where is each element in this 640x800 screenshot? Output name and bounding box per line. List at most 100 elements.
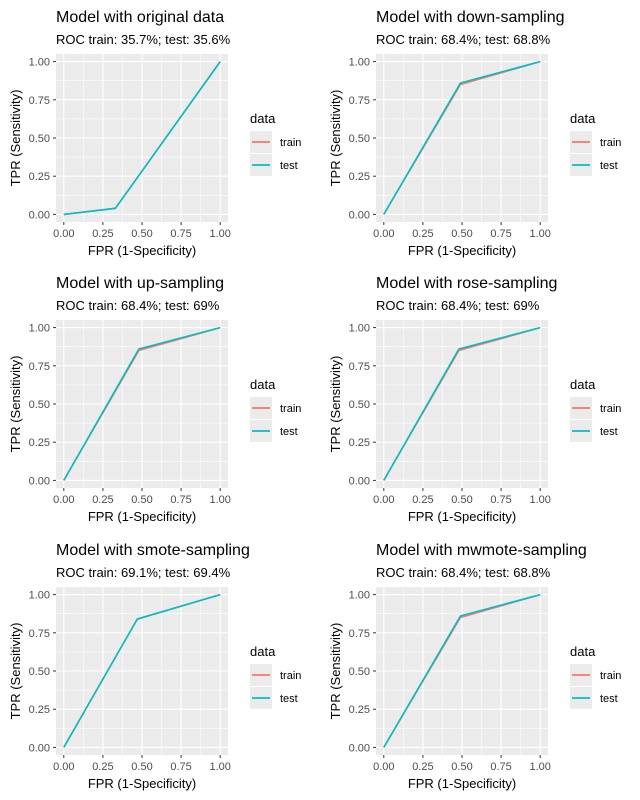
x-tick-label: 0.25: [92, 761, 113, 773]
legend-label-test: test: [600, 693, 618, 705]
y-tick-label: 0.50: [29, 666, 50, 678]
x-tick-label: 0.50: [451, 228, 472, 240]
y-tick-label: 1.00: [349, 57, 370, 69]
y-tick-label: 0.25: [29, 704, 50, 716]
y-tick-label: 0.25: [349, 437, 370, 449]
legend-title: data: [570, 111, 596, 126]
chart-panel-5: Model with smote-sampling ROC train: 69.1…: [8, 542, 301, 791]
x-tick-label: 0.75: [490, 761, 511, 773]
y-tick-label: 0.00: [29, 209, 50, 221]
x-tick-label: 0.50: [131, 494, 152, 506]
y-axis-title: TPR (Sensitivity): [328, 623, 343, 720]
chart-title: Model with down-sampling: [376, 9, 565, 26]
x-tick-label: 0.25: [412, 761, 433, 773]
legend-title: data: [570, 644, 596, 659]
chart-subtitle: ROC train: 69.1%; test: 69.4%: [56, 565, 231, 580]
chart-title: Model with mwmote-sampling: [376, 542, 587, 559]
y-tick-label: 0.50: [349, 133, 370, 145]
chart-title: Model with rose-sampling: [376, 275, 557, 292]
legend-title: data: [250, 644, 276, 659]
y-tick-label: 0.50: [29, 133, 50, 145]
y-axis-title: TPR (Sensitivity): [328, 90, 343, 187]
x-tick-label: 0.75: [170, 761, 191, 773]
y-axis-title: TPR (Sensitivity): [328, 356, 343, 453]
x-tick-label: 0.50: [451, 494, 472, 506]
chart-panel-2: Model with down-sampling ROC train: 68.4%…: [328, 9, 621, 258]
x-tick-label: 1.00: [209, 494, 230, 506]
legend-label-train: train: [600, 137, 621, 149]
y-tick-label: 0.75: [349, 628, 370, 640]
legend-title: data: [570, 377, 596, 392]
chart-subtitle: ROC train: 68.4%; test: 68.8%: [376, 32, 551, 47]
y-tick-label: 0.25: [349, 171, 370, 183]
legend-label-test: test: [600, 160, 618, 172]
series-line-test: [383, 60, 541, 215]
x-tick-label: 0.00: [53, 761, 74, 773]
series-line-test: [63, 61, 221, 216]
chart-panel-4: Model with rose-sampling ROC train: 68.4%…: [328, 275, 621, 524]
series-line-test: [63, 593, 221, 748]
x-tick-label: 0.25: [92, 228, 113, 240]
chart-panel-1: Model with original data ROC train: 35.7%…: [8, 9, 301, 258]
x-tick-label: 0.00: [53, 494, 74, 506]
y-tick-label: 0.25: [349, 704, 370, 716]
series-line-test: [383, 326, 541, 481]
chart-panel-3: Model with up-sampling ROC train: 68.4%; …: [8, 275, 301, 524]
y-axis-title: TPR (Sensitivity): [8, 90, 23, 187]
y-tick-label: 0.00: [29, 475, 50, 487]
y-tick-label: 0.75: [29, 628, 50, 640]
legend-title: data: [250, 377, 276, 392]
x-tick-label: 0.25: [412, 228, 433, 240]
x-axis-title: FPR (1-Specificity): [408, 776, 516, 791]
legend-label-train: train: [280, 670, 301, 682]
y-tick-label: 0.25: [29, 171, 50, 183]
x-tick-label: 0.75: [490, 494, 511, 506]
chart-subtitle: ROC train: 68.4%; test: 69%: [376, 298, 540, 313]
legend-label-train: train: [280, 403, 301, 415]
x-tick-label: 0.50: [451, 761, 472, 773]
y-tick-label: 0.75: [349, 361, 370, 373]
y-tick-label: 0.00: [29, 742, 50, 754]
y-tick-label: 0.50: [29, 399, 50, 411]
x-tick-label: 0.00: [53, 228, 74, 240]
legend-label-train: train: [280, 137, 301, 149]
y-tick-label: 0.75: [29, 95, 50, 107]
chart-title: Model with original data: [56, 9, 224, 26]
y-tick-label: 0.25: [29, 437, 50, 449]
chart-subtitle: ROC train: 35.7%; test: 35.6%: [56, 32, 231, 47]
legend-title: data: [250, 111, 276, 126]
x-tick-label: 0.75: [490, 228, 511, 240]
y-tick-label: 0.75: [29, 361, 50, 373]
chart-title: Model with up-sampling: [56, 275, 224, 292]
y-tick-label: 0.00: [349, 742, 370, 754]
y-tick-label: 0.50: [349, 666, 370, 678]
y-tick-label: 0.00: [349, 209, 370, 221]
x-axis-title: FPR (1-Specificity): [88, 243, 196, 258]
x-tick-label: 1.00: [209, 761, 230, 773]
chart-subtitle: ROC train: 68.4%; test: 69%: [56, 298, 220, 313]
x-tick-label: 0.00: [373, 494, 394, 506]
x-tick-label: 0.50: [131, 228, 152, 240]
x-tick-label: 0.00: [373, 761, 394, 773]
y-tick-label: 0.75: [349, 95, 370, 107]
chart-panel-6: Model with mwmote-sampling ROC train: 68.…: [328, 542, 621, 791]
x-tick-label: 0.75: [170, 494, 191, 506]
y-tick-label: 1.00: [29, 323, 50, 335]
legend-label-test: test: [280, 693, 298, 705]
y-axis-title: TPR (Sensitivity): [8, 356, 23, 453]
x-tick-label: 0.25: [92, 494, 113, 506]
series-line-test: [383, 593, 541, 748]
chart-title: Model with smote-sampling: [56, 542, 250, 559]
x-tick-label: 0.75: [170, 228, 191, 240]
y-tick-label: 1.00: [29, 57, 50, 69]
y-tick-label: 0.50: [349, 399, 370, 411]
x-axis-title: FPR (1-Specificity): [88, 509, 196, 524]
legend-label-train: train: [600, 403, 621, 415]
x-tick-label: 1.00: [529, 761, 550, 773]
x-tick-label: 0.50: [131, 761, 152, 773]
legend-label-train: train: [600, 670, 621, 682]
y-tick-label: 1.00: [349, 323, 370, 335]
x-tick-label: 1.00: [529, 494, 550, 506]
x-tick-label: 1.00: [529, 228, 550, 240]
